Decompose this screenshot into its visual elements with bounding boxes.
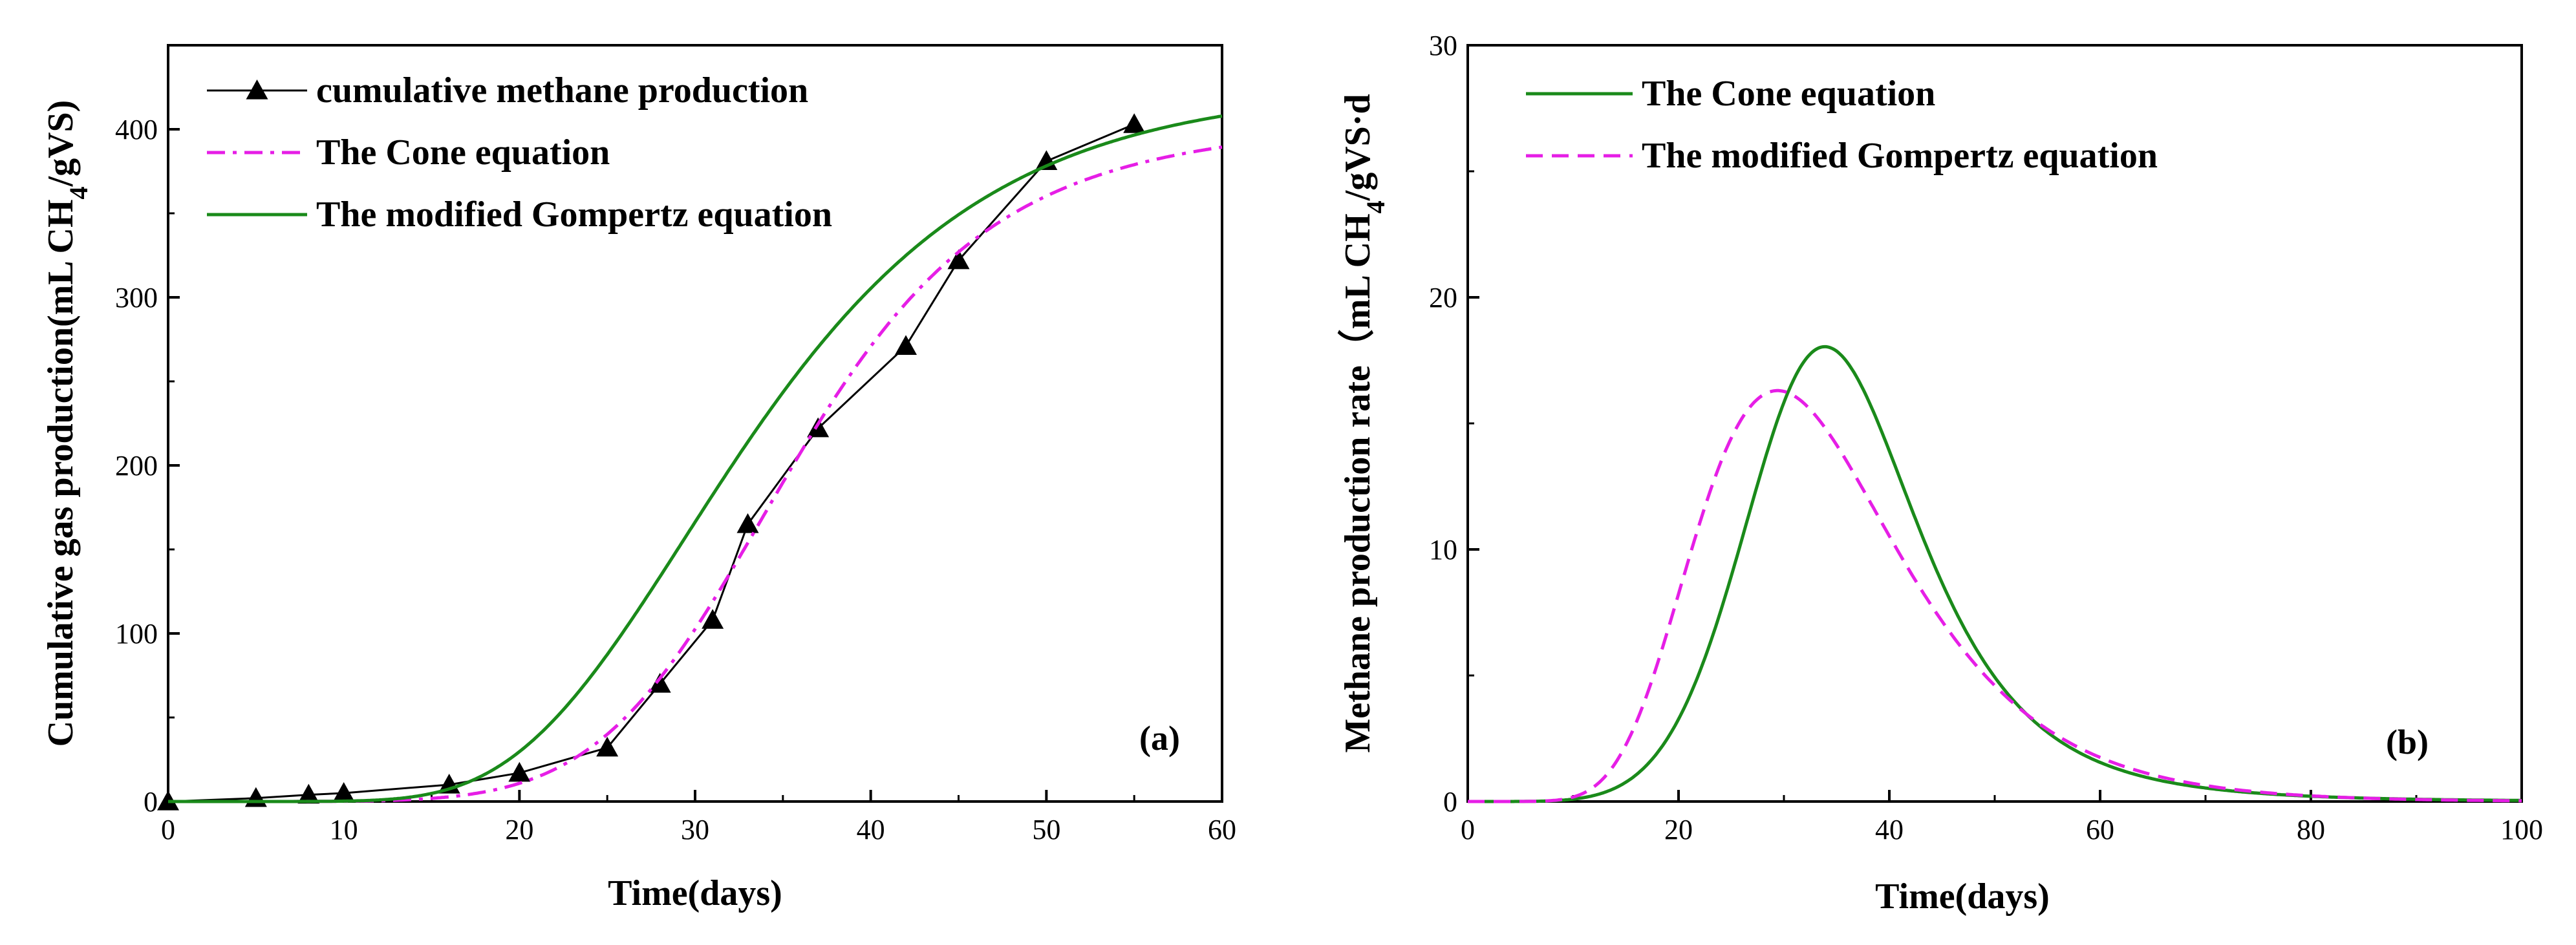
data-point-triangle bbox=[702, 609, 724, 629]
y-tick-label: 0 bbox=[1443, 786, 1457, 818]
panel-a-chart: 0 10 20 30 40 50 60 0 100 200 300 400 cumulative me… bbox=[41, 44, 1236, 913]
panel-b-y-label-subscript: 4 bbox=[1361, 200, 1390, 213]
x-tick-label: 10 bbox=[330, 814, 358, 845]
panel-b-legend: The Cone equation The modified Gompertz e… bbox=[1526, 74, 2158, 176]
data-point-triangle bbox=[895, 335, 917, 355]
data-point-triangle bbox=[947, 249, 970, 270]
panel-b-y-label-part2: /gVS·d bbox=[1338, 94, 1378, 201]
x-tick-label: 30 bbox=[681, 814, 709, 845]
series-the-cone-equation-line bbox=[1468, 345, 2522, 803]
panel-a-x-axis-label: Time(days) bbox=[608, 873, 782, 913]
y-tick-label: 300 bbox=[115, 282, 158, 313]
data-point-triangle bbox=[1123, 113, 1146, 133]
x-tick-label: 0 bbox=[1461, 814, 1475, 845]
panel-b-x-axis-label: Time(days) bbox=[1875, 876, 2050, 917]
y-tick-label: 0 bbox=[144, 786, 158, 818]
x-tick-label: 100 bbox=[2500, 814, 2543, 845]
legend-marker-triangle bbox=[246, 80, 268, 100]
y-tick-label: 10 bbox=[1429, 534, 1457, 566]
legend-label-the-modified-gompertz-equation: The modified Gompertz equation bbox=[1642, 136, 2158, 176]
series-the-cone-equation-line bbox=[168, 145, 1223, 803]
x-tick-label: 60 bbox=[2086, 814, 2114, 845]
y-tick-label: 100 bbox=[115, 618, 158, 650]
data-point-triangle bbox=[807, 417, 830, 438]
y-tick-label: 30 bbox=[1429, 30, 1457, 61]
data-point-triangle bbox=[736, 513, 759, 533]
panel-a-y-axis-label: Cumulative gas production(mL CH4/gVS) bbox=[41, 100, 93, 747]
data-point-triangle bbox=[508, 761, 531, 782]
x-tick-label: 60 bbox=[1208, 814, 1236, 845]
data-point-triangle bbox=[332, 782, 355, 802]
x-tick-label: 80 bbox=[2297, 814, 2325, 845]
panel-b-y-axis-label: Methane production rate（mL CH4/gVS·d bbox=[1337, 94, 1390, 752]
panel-a-y-label-part2: /gVS) bbox=[41, 100, 81, 187]
legend-label-cumulative-methane-production: cumulative methane production bbox=[316, 70, 808, 111]
panel-a-label: (a) bbox=[1139, 719, 1180, 758]
y-tick-label: 400 bbox=[115, 114, 158, 145]
legend-label-the-modified-gompertz-equation: The modified Gompertz equation bbox=[316, 195, 832, 235]
x-tick-label: 50 bbox=[1032, 814, 1060, 845]
data-point-triangle bbox=[649, 673, 671, 693]
data-point-triangle bbox=[297, 783, 320, 804]
panel-a-y-label-subscript: 4 bbox=[64, 186, 93, 199]
panel-b-y-label-part1: Methane production rate（mL CH bbox=[1337, 213, 1378, 752]
panel-b-series bbox=[1468, 345, 2522, 803]
y-tick-label: 20 bbox=[1429, 282, 1457, 313]
data-point-triangle bbox=[596, 736, 619, 757]
x-tick-label: 40 bbox=[1875, 814, 1904, 845]
panel-a-series bbox=[157, 113, 1223, 811]
panel-a-legend: cumulative methane production The Cone eq… bbox=[207, 70, 832, 235]
panel-a-axes-ticks: 0 10 20 30 40 50 60 0 100 200 300 400 bbox=[115, 44, 1236, 845]
panel-a-y-label-part1: Cumulative gas production(mL CH bbox=[41, 199, 81, 747]
legend-label-the-cone-equation: The Cone equation bbox=[316, 133, 610, 173]
series-the-modified-gompertz-equation-line bbox=[168, 114, 1223, 803]
x-tick-label: 20 bbox=[505, 814, 533, 845]
x-tick-label: 40 bbox=[857, 814, 885, 845]
panel-b-label: (b) bbox=[2386, 723, 2429, 761]
y-tick-label: 200 bbox=[115, 450, 158, 482]
x-tick-label: 20 bbox=[1664, 814, 1693, 845]
x-tick-label: 0 bbox=[161, 814, 175, 845]
legend-label-the-cone-equation: The Cone equation bbox=[1642, 74, 1935, 114]
series-the-modified-gompertz-equation-line bbox=[1468, 388, 2522, 803]
